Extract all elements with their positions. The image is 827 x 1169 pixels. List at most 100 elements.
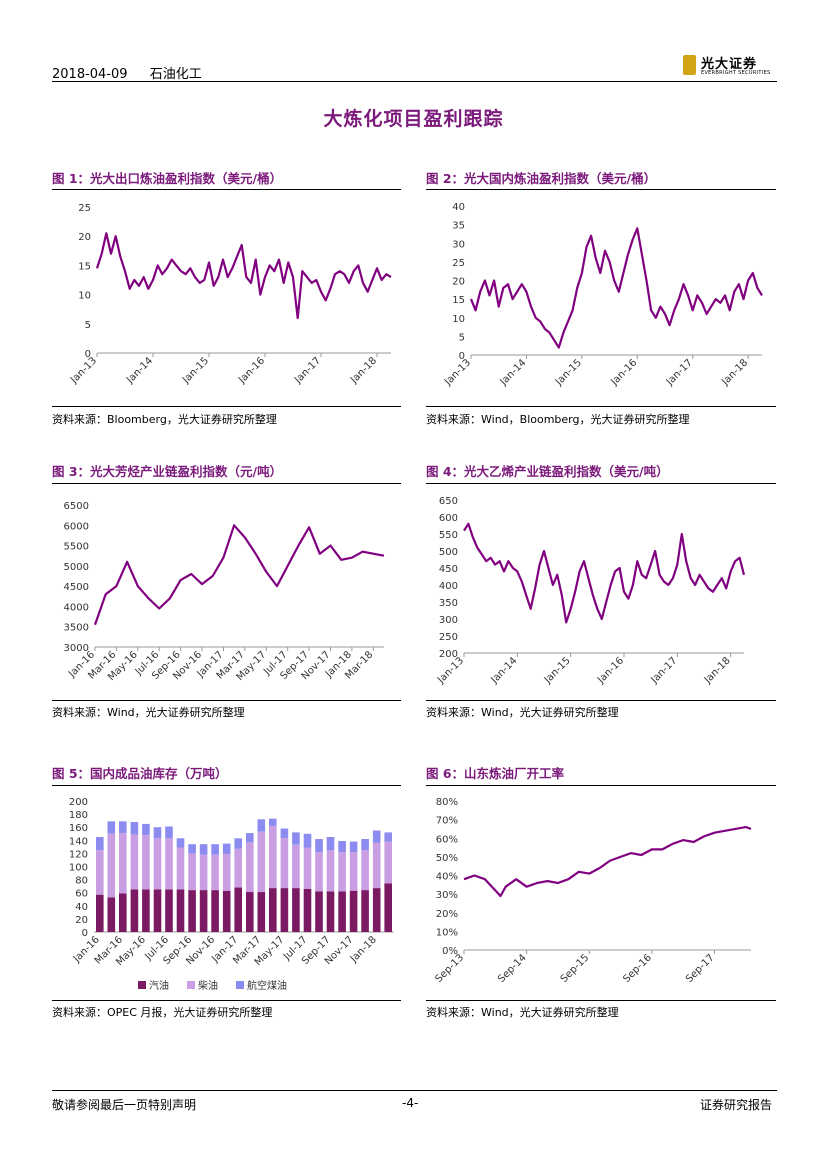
chart5-bar: [303, 833, 312, 848]
chart5-bar: [142, 835, 150, 890]
chart5-bar: [176, 889, 185, 932]
chart5-bar: [280, 888, 289, 932]
figure-2-title: 图 2：光大国内炼油盈利指数（美元/桶）: [426, 171, 657, 186]
chart5-bar: [119, 821, 127, 834]
footer-rule: [52, 1090, 777, 1091]
chart5-bar: [130, 834, 139, 890]
chart3-y-tick-label: 6500: [64, 501, 89, 512]
chart5-bar: [188, 853, 196, 891]
chart6-y-tick-label: 60%: [436, 834, 458, 845]
chart2-x-tick-label: Jan-16: [608, 357, 639, 388]
chart3-series-line: [93, 524, 385, 626]
chart5-bar: [326, 837, 335, 851]
figure-2-bottom-rule: [426, 406, 776, 407]
chart4-series-line: [463, 522, 746, 624]
chart5-legend-swatch: [187, 981, 195, 989]
chart5-y-tick-label: 0: [82, 928, 88, 939]
chart2-y-tick-label: 30: [452, 239, 465, 250]
logo-text-en: EVERBRIGHT SECURITIES: [701, 70, 771, 76]
chart4-y-tick-label: 550: [439, 530, 458, 541]
chart5-legend-label: 汽油: [149, 979, 169, 992]
header-meta: 2018-04-09 石油化工: [52, 63, 220, 82]
chart5-bar: [199, 854, 208, 891]
chart5-y-tick-label: 20: [75, 915, 88, 926]
chart6-y-tick-label: 40%: [436, 872, 458, 883]
chart5-bar: [107, 897, 116, 932]
chart5-bar: [257, 819, 266, 832]
chart4-x-tick-label: Jan-15: [542, 655, 573, 686]
chart5-y-tick-label: 40: [75, 902, 88, 913]
chart5-bar: [303, 888, 312, 932]
chart5-bar: [153, 838, 162, 890]
chart5-bar: [269, 888, 277, 932]
chart3-y-tick-label: 4000: [64, 602, 89, 613]
chart2-y-tick-label: 10: [452, 314, 465, 325]
report-date: 2018-04-09: [52, 67, 128, 82]
chart5-bar: [338, 852, 346, 892]
figure-3-source: 资料来源：Wind，光大证券研究所整理: [52, 706, 245, 719]
chart6-x-tick-label: Sep-15: [559, 952, 592, 985]
chart5-bar: [361, 890, 369, 932]
figure-4-bottom-rule: [426, 700, 776, 701]
chart2-x-tick-label: Jan-14: [498, 357, 529, 388]
chart5-y-tick-label: 200: [69, 797, 88, 808]
chart5-bar: [165, 889, 173, 932]
chart6-x-tick-label: Sep-14: [496, 952, 529, 985]
chart5-bar: [361, 850, 369, 891]
report-sector: 石油化工: [149, 67, 202, 82]
chart1-y-tick-label: 5: [85, 320, 91, 331]
chart6-y-tick-label: 50%: [436, 853, 458, 864]
chart4-x-tick-label: Jan-16: [595, 655, 626, 686]
chart4-y-tick-label: 650: [439, 496, 458, 507]
chart5-legend-swatch: [236, 981, 244, 989]
chart4-y-tick-label: 600: [439, 513, 458, 524]
chart5-bar: [303, 847, 312, 889]
figure-2-top-rule: [426, 189, 776, 190]
chart6-x-tick-label: Sep-17: [684, 952, 717, 985]
figure-2-source: 资料来源：Wind，Bloomberg，光大证券研究所整理: [426, 413, 690, 426]
chart5-y-tick-label: 60: [75, 889, 88, 900]
chart6-x-tick-label: Sep-16: [621, 952, 654, 985]
chart6-y-tick-label: 70%: [436, 816, 458, 827]
chart5-bar: [315, 852, 323, 892]
chart5-bar: [292, 832, 300, 845]
chart5-bar: [142, 889, 150, 932]
figure-6-chart: 0% 10% 20% 30% 40% 50% 60% 70% 80% Sep-13 Sep-14 Se…: [433, 797, 752, 985]
figure-6-bottom-rule: [426, 1000, 776, 1001]
chart5-bar: [119, 833, 127, 894]
chart5-bar: [176, 838, 185, 848]
chart5-bar: [372, 842, 381, 889]
chart3-y-tick-label: 3500: [64, 623, 89, 634]
chart4-y-tick-label: 400: [439, 581, 458, 592]
chart6-y-tick-label: 0%: [442, 946, 458, 957]
chart5-bar: [246, 833, 254, 843]
logo-icon: [683, 55, 696, 75]
chart1-x-tick-label: Jan-15: [180, 355, 211, 386]
chart1-y-tick-label: 10: [78, 291, 91, 302]
chart5-bar: [211, 844, 219, 855]
chart5-bar: [349, 890, 358, 932]
chart5-bar: [234, 848, 242, 888]
chart5-y-tick-label: 80: [75, 876, 88, 887]
chart5-bar: [165, 826, 173, 839]
chart5-bar: [326, 891, 335, 932]
chart4-y-tick-label: 500: [439, 547, 458, 558]
chart4-x-tick-label: Jan-14: [489, 655, 520, 686]
chart4-y-tick-label: 300: [439, 615, 458, 626]
chart5-bar: [188, 844, 196, 854]
chart5-bar: [96, 894, 104, 932]
chart5-legend-label: 航空煤油: [247, 979, 287, 992]
chart5-bar: [338, 891, 346, 932]
chart5-bar: [269, 825, 277, 889]
chart5-bar: [246, 892, 254, 932]
figure-6-source: 资料来源：Wind，光大证券研究所整理: [426, 1006, 619, 1019]
chart5-bar: [130, 822, 139, 835]
header-rule: [52, 81, 777, 82]
figure-1-top-rule: [52, 189, 401, 190]
chart5-bar: [222, 890, 231, 932]
chart5-bar: [326, 850, 335, 892]
chart1-y-tick-label: 25: [78, 203, 91, 214]
chart1-y-tick-label: 20: [78, 232, 91, 243]
